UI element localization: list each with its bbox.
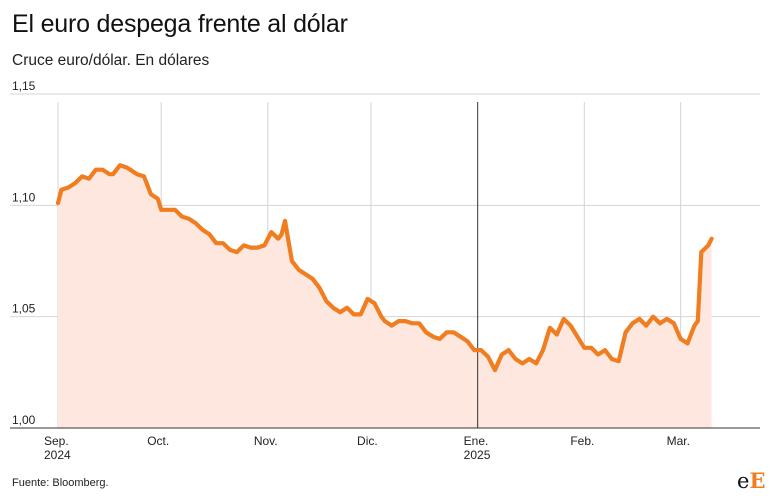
chart-subtitle: Cruce euro/dólar. En dólares <box>12 52 210 69</box>
x-axis-labels: Sep.2024 Oct. Nov. Dic. Ene.2025 Feb. Mar. <box>44 434 690 462</box>
series-line <box>55 163 714 373</box>
exchange-rate-chart: 1,00 1,05 1,10 1,15 Sep.2024 Oct. Nov. Dic. Ene… <box>10 80 760 462</box>
chart-title: El euro despega frente al dólar <box>12 10 348 38</box>
y-tick-label: 1,00 <box>12 413 36 427</box>
area-fill <box>58 165 712 429</box>
y-tick-label: 1,15 <box>12 80 36 93</box>
x-tick-year-label: 2024 <box>44 448 71 462</box>
y-tick-label: 1,10 <box>12 190 36 204</box>
x-tick-label: Sep. <box>44 434 69 448</box>
x-tick-label: Mar. <box>667 434 690 448</box>
publisher-logo: eE <box>737 468 766 493</box>
x-tick-label: Feb. <box>570 434 594 448</box>
x-tick-year-label: 2025 <box>464 448 491 462</box>
y-tick-label: 1,05 <box>12 302 36 316</box>
x-tick-label: Dic. <box>357 434 378 448</box>
x-tick-label: Oct. <box>147 434 169 448</box>
x-tick-label: Ene. <box>464 434 489 448</box>
y-axis-labels: 1,00 1,05 1,10 1,15 <box>12 80 36 427</box>
x-tick-label: Nov. <box>254 434 278 448</box>
source-note: Fuente: Bloomberg. <box>12 477 109 489</box>
